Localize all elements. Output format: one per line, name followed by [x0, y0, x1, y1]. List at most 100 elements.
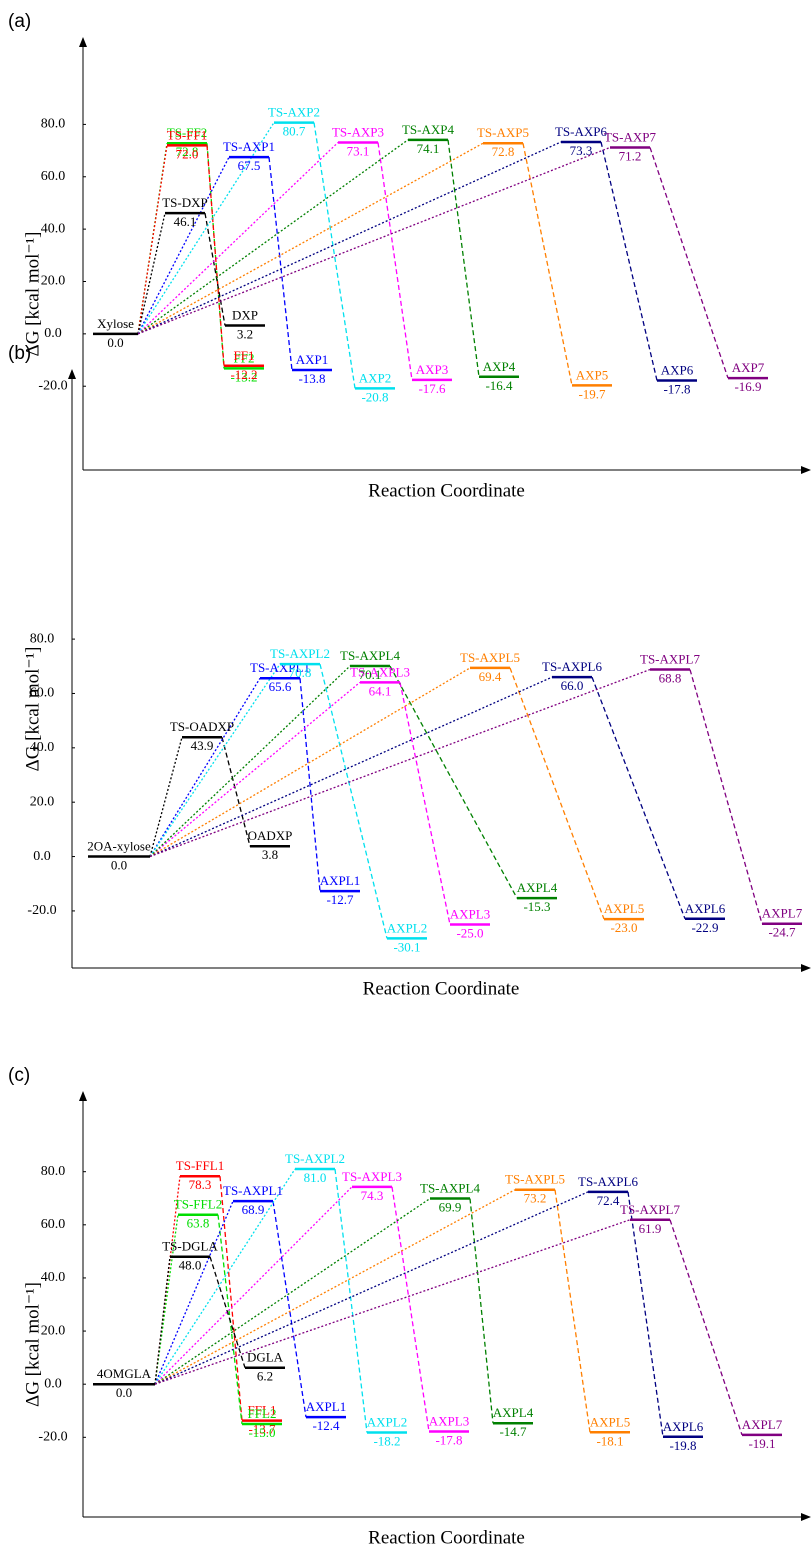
- state-value: -14.7: [499, 1424, 527, 1439]
- state-name: AXP3: [416, 362, 449, 377]
- state-value: 0.0: [107, 335, 123, 350]
- x-axis-title: Reaction Coordinate: [363, 978, 520, 999]
- state-value: 70.1: [359, 667, 382, 682]
- state-value: -15.3: [523, 899, 550, 914]
- state-name: TS-AXPL1: [223, 1183, 283, 1198]
- connector: [470, 1199, 493, 1424]
- state-value: -18.2: [373, 1434, 400, 1449]
- state-value: -16.9: [734, 379, 761, 394]
- state-value: 69.9: [439, 1200, 462, 1215]
- y-tick-label: 20.0: [41, 274, 66, 289]
- state-name: AXPL1: [320, 873, 360, 888]
- y-tick-label: 0.0: [33, 849, 51, 864]
- connector: [150, 668, 470, 857]
- state-value: 74.3: [361, 1188, 384, 1203]
- state-name: AXPL5: [590, 1414, 630, 1429]
- connector: [650, 147, 728, 378]
- state-name: AXP5: [576, 367, 609, 382]
- state-value: 72.8: [492, 144, 515, 159]
- y-tick-label: 20.0: [30, 794, 55, 809]
- state-name: TS-AXPL7: [620, 1202, 680, 1217]
- y-tick-label: -20.0: [27, 903, 56, 918]
- state-name: AXPL5: [604, 901, 644, 916]
- connector: [150, 737, 182, 856]
- panel: (a)ΔG [kcal mol⁻¹]Reaction Coordinate-20…: [8, 11, 810, 501]
- state-value: 73.1: [347, 143, 370, 158]
- state-name: AXP2: [359, 370, 392, 385]
- state-name: AXPL4: [493, 1405, 534, 1420]
- state-name: TS-DGLA: [162, 1239, 218, 1254]
- state-value: 63.8: [187, 1216, 210, 1231]
- state-name: TS-AXPL5: [505, 1172, 565, 1187]
- state-value: 65.6: [269, 679, 292, 694]
- y-tick-label: -20.0: [38, 378, 67, 393]
- state-name: DGLA: [247, 1350, 284, 1365]
- state-name: AXP1: [296, 352, 329, 367]
- x-axis-title: Reaction Coordinate: [368, 1527, 525, 1548]
- state-name: AXPL6: [663, 1419, 704, 1434]
- state-name: 4OMGLA: [97, 1366, 152, 1381]
- state-name: AXPL2: [387, 920, 427, 935]
- state-value: 74.1: [417, 141, 440, 156]
- connector: [138, 123, 274, 334]
- state-value: 0.0: [111, 858, 127, 873]
- state-name: AXPL6: [685, 901, 726, 916]
- connector: [138, 140, 408, 334]
- state-name: TS-AXP7: [604, 129, 657, 144]
- state-value: -20.8: [361, 389, 388, 404]
- state-name: TS-AXPL2: [285, 1151, 345, 1166]
- y-tick-label: -20.0: [38, 1430, 67, 1445]
- state-value: 64.1: [369, 683, 392, 698]
- connector: [138, 145, 167, 334]
- state-value: 43.9: [191, 738, 214, 753]
- state-value: -19.1: [748, 1436, 775, 1451]
- state-value: -15.0: [248, 1425, 275, 1440]
- connector: [392, 1187, 429, 1432]
- state-name: TS-AXP2: [268, 105, 320, 120]
- state-value: 68.9: [242, 1202, 265, 1217]
- connector: [150, 670, 650, 857]
- state-value: -19.8: [669, 1438, 696, 1453]
- state-name: TS-AXPL6: [542, 659, 602, 674]
- state-name: OADXP: [248, 828, 293, 843]
- connector: [601, 142, 657, 381]
- state-name: AXPL2: [367, 1415, 407, 1430]
- connector: [690, 670, 762, 924]
- state-name: AXPL3: [450, 906, 490, 921]
- y-tick-label: 0.0: [44, 1376, 62, 1391]
- state-name: DXP: [232, 307, 258, 322]
- state-value: -12.2: [230, 367, 257, 382]
- state-value: -12.4: [312, 1418, 340, 1433]
- y-axis-title: ΔG [kcal mol⁻¹]: [22, 231, 43, 356]
- state-name: TS-AXPL5: [460, 650, 520, 665]
- state-name: TS-AXPL4: [420, 1181, 480, 1196]
- state-value: 68.8: [659, 671, 682, 686]
- state-value: 3.2: [237, 326, 253, 341]
- state-name: 2OA-xylose: [87, 839, 151, 854]
- state-value: -17.8: [663, 381, 690, 396]
- connector: [335, 1169, 367, 1433]
- connector: [400, 682, 450, 924]
- state-name: AXP6: [661, 362, 694, 377]
- state-value: -22.9: [691, 920, 718, 935]
- state-name: TS-AXP1: [223, 139, 275, 154]
- x-axis-title: Reaction Coordinate: [368, 480, 525, 501]
- y-tick-label: 80.0: [41, 117, 66, 132]
- state-value: -25.0: [456, 925, 483, 940]
- state-value: -12.7: [326, 892, 354, 907]
- state-value: 61.9: [639, 1221, 662, 1236]
- connector: [300, 678, 320, 891]
- y-tick-label: 40.0: [41, 1270, 66, 1285]
- state-name: TS-AXP5: [477, 125, 529, 140]
- state-name: TS-DXP: [162, 195, 208, 210]
- connector: [273, 1201, 306, 1417]
- state-value: 72.4: [597, 1193, 620, 1208]
- state-value: 3.8: [262, 847, 278, 862]
- state-name: AXPL3: [429, 1413, 469, 1428]
- state-name: Xylose: [97, 316, 134, 331]
- connector: [592, 677, 685, 919]
- state-value: 6.2: [257, 1369, 273, 1384]
- state-value: -24.7: [768, 925, 796, 940]
- state-value: 66.0: [561, 678, 584, 693]
- state-name: TS-AXP4: [402, 122, 455, 137]
